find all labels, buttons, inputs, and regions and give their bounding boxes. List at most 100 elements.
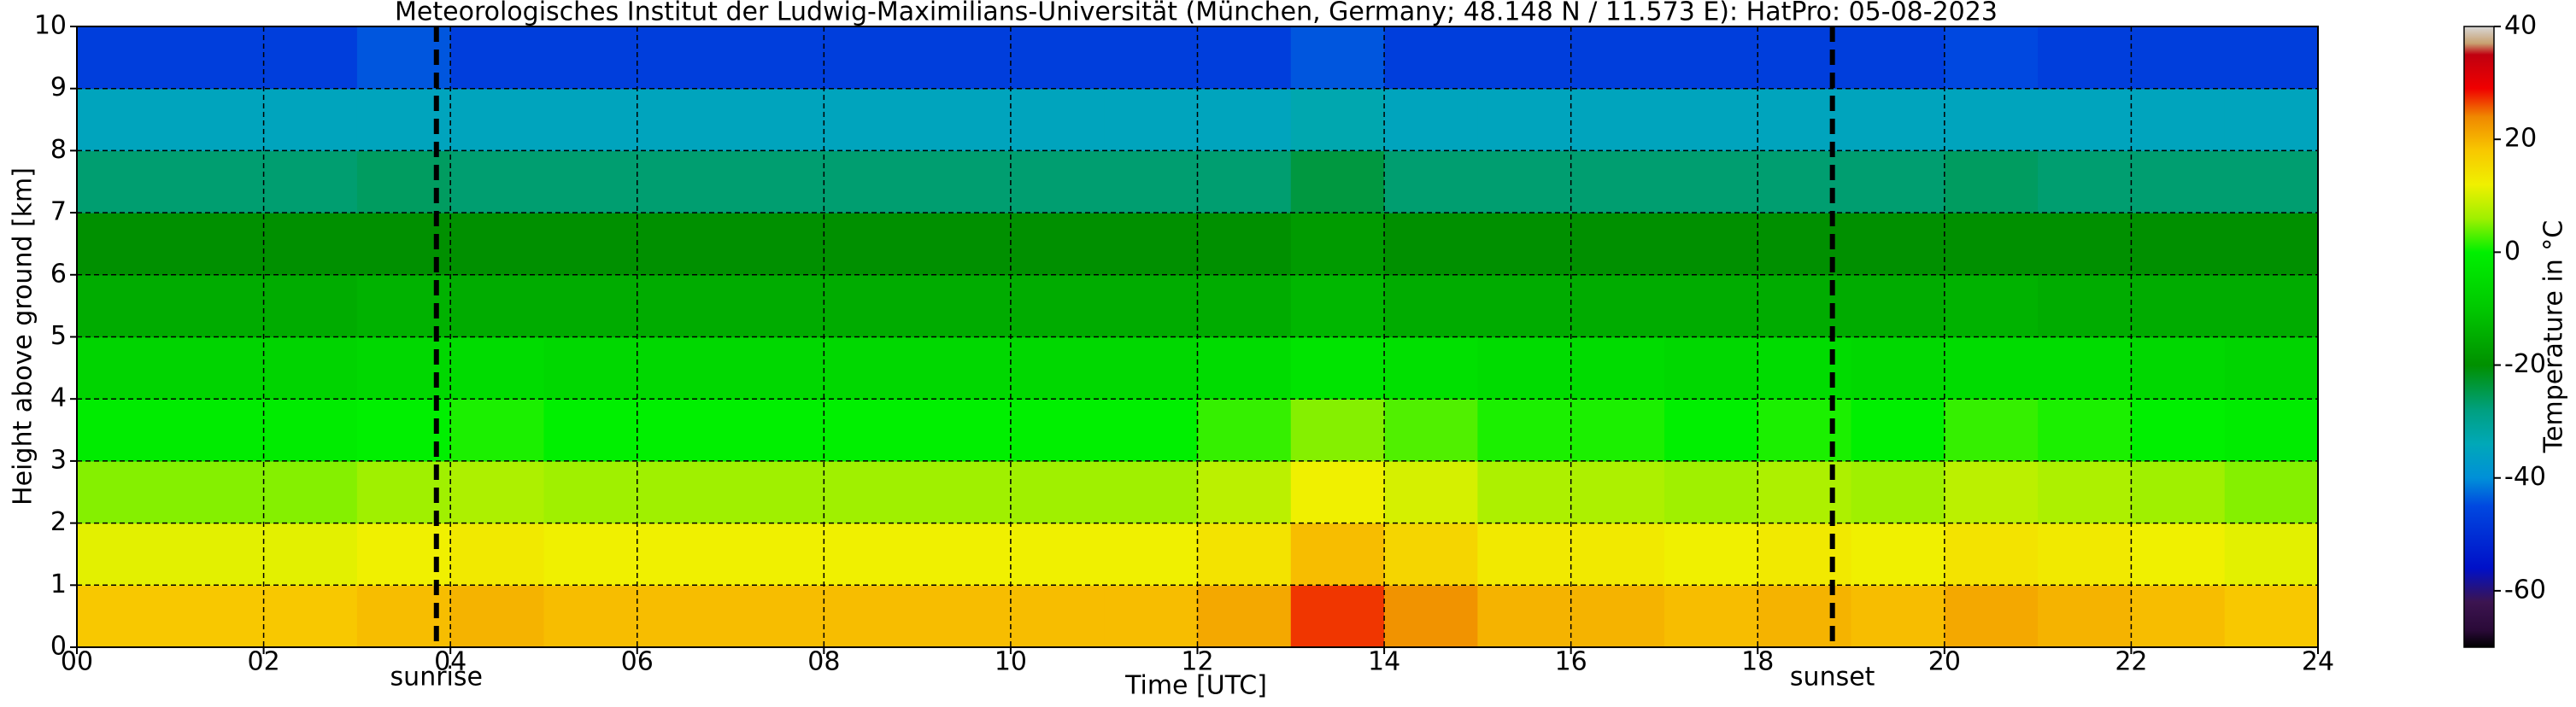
heatmap-cell: [917, 336, 1012, 400]
heatmap-cell: [2131, 150, 2226, 213]
heatmap-cell: [263, 150, 358, 213]
heatmap-cell: [637, 585, 731, 648]
heatmap-cell: [1010, 88, 1105, 151]
heatmap-cell: [1010, 460, 1105, 524]
heatmap-cell: [1757, 88, 1852, 151]
heatmap-cell: [1570, 26, 1665, 90]
heatmap-cell: [1757, 523, 1852, 586]
heatmap-cell: [1757, 213, 1852, 276]
x-tick-label: 08: [807, 647, 840, 677]
heatmap-cell: [731, 88, 824, 151]
heatmap-cell: [2131, 460, 2226, 524]
heatmap-cell: [1384, 150, 1478, 213]
heatmap-cell: [1851, 274, 1945, 338]
heatmap-cell: [263, 523, 358, 586]
heatmap-cell: [2224, 88, 2319, 151]
x-tick-label: 00: [61, 647, 93, 677]
x-tick-label: 02: [247, 647, 279, 677]
heatmap-cell: [450, 336, 545, 400]
heatmap-cell: [1851, 523, 1945, 586]
heatmap-cell: [356, 336, 451, 400]
heatmap-cell: [1851, 213, 1945, 276]
heatmap-cell: [263, 585, 358, 648]
colorbar: [2463, 26, 2495, 648]
heatmap-cell: [77, 213, 171, 276]
heatmap-cell: [731, 399, 824, 462]
heatmap-cell: [1197, 274, 1292, 338]
heatmap-cell: [2038, 26, 2133, 90]
heatmap-cell: [2131, 26, 2226, 90]
heatmap-cell: [1197, 399, 1292, 462]
heatmap-cell: [1010, 274, 1105, 338]
x-tick-label: 06: [621, 647, 654, 677]
y-tick-label: 2: [50, 507, 67, 537]
heatmap-cell: [1757, 26, 1852, 90]
colorbar-tick-label: -60: [2504, 575, 2546, 605]
heatmap-cell: [263, 88, 358, 151]
heatmap-cell: [450, 26, 545, 90]
heatmap-cell: [77, 88, 171, 151]
heatmap-cell: [2038, 274, 2133, 338]
heatmap-cell: [543, 213, 638, 276]
heatmap-cell: [1384, 274, 1478, 338]
heatmap-cell: [637, 88, 731, 151]
heatmap-cell: [1570, 585, 1665, 648]
heatmap-cell: [1010, 523, 1105, 586]
heatmap-cell: [77, 523, 171, 586]
heatmap-cell: [1384, 88, 1478, 151]
heatmap-cell: [1197, 523, 1292, 586]
heatmap-cell: [1104, 336, 1199, 400]
heatmap-cell: [543, 88, 638, 151]
heatmap-cell: [1384, 585, 1478, 648]
heatmap-cell: [1384, 460, 1478, 524]
heatmap-cell: [637, 274, 731, 338]
heatmap-cell: [731, 523, 824, 586]
heatmap-cell: [1570, 213, 1665, 276]
heatmap-cell: [917, 274, 1012, 338]
sun-label: sunset: [1790, 663, 1875, 692]
y-tick-label: 4: [50, 383, 67, 413]
heatmap-cell: [917, 26, 1012, 90]
heatmap-cell: [1944, 523, 2039, 586]
heatmap-cell: [1290, 26, 1385, 90]
sun-label: sunrise: [390, 663, 483, 692]
heatmap-cell: [1664, 213, 1758, 276]
heatmap-cell: [2131, 336, 2226, 400]
heatmap-cell: [2131, 399, 2226, 462]
heatmap-cell: [2224, 150, 2319, 213]
heatmap-cell: [1104, 88, 1199, 151]
heatmap-cell: [824, 336, 918, 400]
colorbar-tick-label: 0: [2504, 237, 2520, 266]
heatmap-cell: [1477, 460, 1572, 524]
heatmap-cell: [543, 460, 638, 524]
heatmap-cell: [1944, 26, 2039, 90]
heatmap-cell: [1570, 88, 1665, 151]
colorbar-label: Temperature in °C: [2539, 220, 2569, 453]
heatmap-cell: [824, 399, 918, 462]
heatmap-cell: [917, 150, 1012, 213]
heatmap-cell: [1290, 523, 1385, 586]
heatmap-cell: [2038, 399, 2133, 462]
heatmap-cell: [824, 88, 918, 151]
heatmap-cell: [2131, 88, 2226, 151]
heatmap-cell: [2038, 460, 2133, 524]
heatmap-cell: [1290, 88, 1385, 151]
heatmap-cell: [77, 336, 171, 400]
heatmap-cell: [1944, 336, 2039, 400]
heatmap-cell: [1477, 213, 1572, 276]
y-tick-label: 5: [50, 321, 67, 351]
heatmap-cell: [170, 460, 265, 524]
heatmap-cell: [1757, 585, 1852, 648]
heatmap-cell: [1664, 399, 1758, 462]
heatmap-cell: [1570, 460, 1665, 524]
heatmap-cell: [263, 399, 358, 462]
heatmap-cell: [1851, 88, 1945, 151]
heatmap-cell: [77, 585, 171, 648]
colorbar-tick-label: -40: [2504, 462, 2546, 492]
y-tick-label: 10: [34, 11, 67, 41]
heatmap-cell: [917, 585, 1012, 648]
heatmap-cell: [1010, 213, 1105, 276]
heatmap-cell: [1944, 274, 2039, 338]
heatmap-cell: [917, 460, 1012, 524]
heatmap-cell: [1290, 585, 1385, 648]
